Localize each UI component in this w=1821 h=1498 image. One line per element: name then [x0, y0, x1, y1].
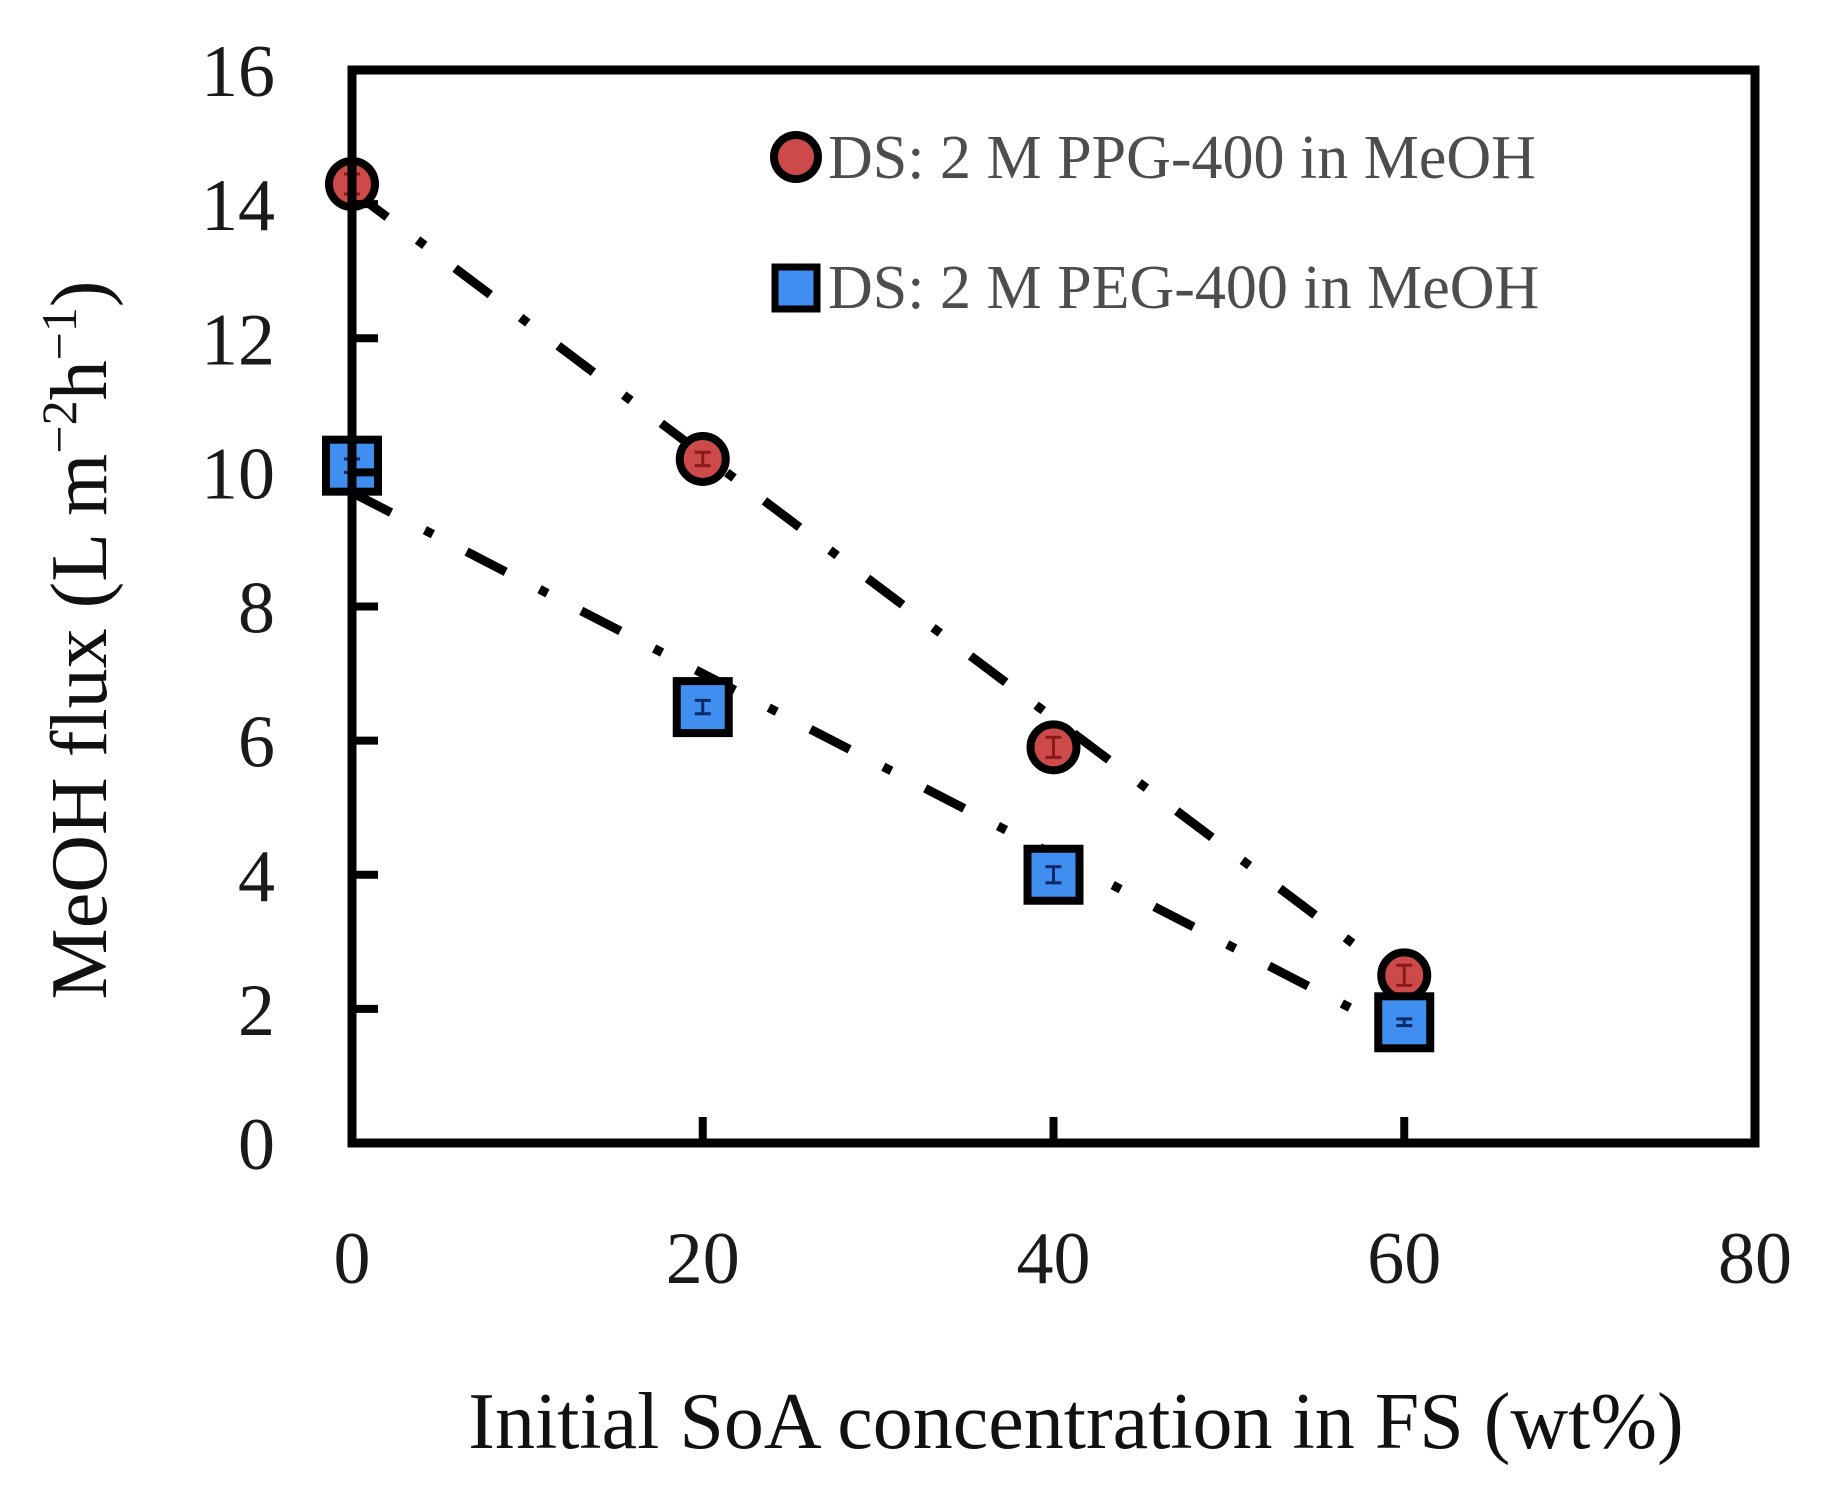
- trendlines: [349, 187, 1407, 1040]
- y-tick-label: 4: [238, 836, 275, 918]
- square-marker: [1374, 992, 1435, 1053]
- y-axis-title-sup-1: −2: [31, 400, 87, 453]
- data-point-series-1: [1374, 992, 1435, 1053]
- y-axis-title: MeOH flux (L m−2h−1): [31, 281, 124, 1000]
- y-tick-label: 8: [238, 568, 275, 650]
- legend-marker-square: [771, 263, 821, 313]
- data-point-series-0: [675, 431, 730, 486]
- x-tick-label: 60: [1367, 1218, 1441, 1300]
- data-point-series-1: [672, 677, 733, 738]
- x-tick-label: 40: [1017, 1218, 1091, 1300]
- trendline-series-1: [349, 488, 1407, 1040]
- data-point-series-1: [1023, 844, 1084, 905]
- x-axis-title: Initial SoA concentration in FS (wt%): [468, 1378, 1683, 1466]
- plot-area-frame: [347, 65, 1760, 1148]
- data-point-series-0: [1377, 948, 1432, 1003]
- x-tick-label: 20: [666, 1218, 740, 1300]
- y-axis-title-sup-2: −1: [31, 307, 87, 360]
- y-tick-label: 2: [238, 970, 275, 1052]
- y-tick-label: 6: [238, 702, 275, 784]
- y-axis-title-mid: h: [36, 360, 124, 400]
- x-tick-label: 80: [1718, 1218, 1792, 1300]
- y-axis-title-end: ): [36, 281, 124, 308]
- legend-label-peg: DS: 2 M PEG-400 in MeOH: [828, 254, 1539, 322]
- y-tick-label: 10: [201, 433, 275, 515]
- legend-item-peg: DS: 2 M PEG-400 in MeOH: [771, 254, 1539, 322]
- y-tick-label: 12: [201, 299, 275, 381]
- legend-marker-circle: [770, 131, 822, 183]
- trendline-series-0: [349, 187, 1407, 986]
- y-tick-label: 16: [201, 31, 275, 113]
- legend-item-ppg: DS: 2 M PPG-400 in MeOH: [770, 124, 1536, 192]
- data-point-series-0: [1026, 720, 1081, 775]
- axis-ticks: 0 2 4 6 8 10 12 14 16 0 20 40 60 80: [201, 31, 1792, 1300]
- y-tick-label: 14: [201, 165, 275, 247]
- y-axis-title-main: MeOH flux (L m: [36, 454, 124, 1000]
- legend-label-ppg: DS: 2 M PPG-400 in MeOH: [828, 124, 1536, 192]
- y-tick-label: 0: [238, 1104, 275, 1186]
- x-tick-label: 0: [334, 1218, 371, 1300]
- legend: DS: 2 M PPG-400 in MeOH DS: 2 M PEG-400 …: [770, 124, 1539, 322]
